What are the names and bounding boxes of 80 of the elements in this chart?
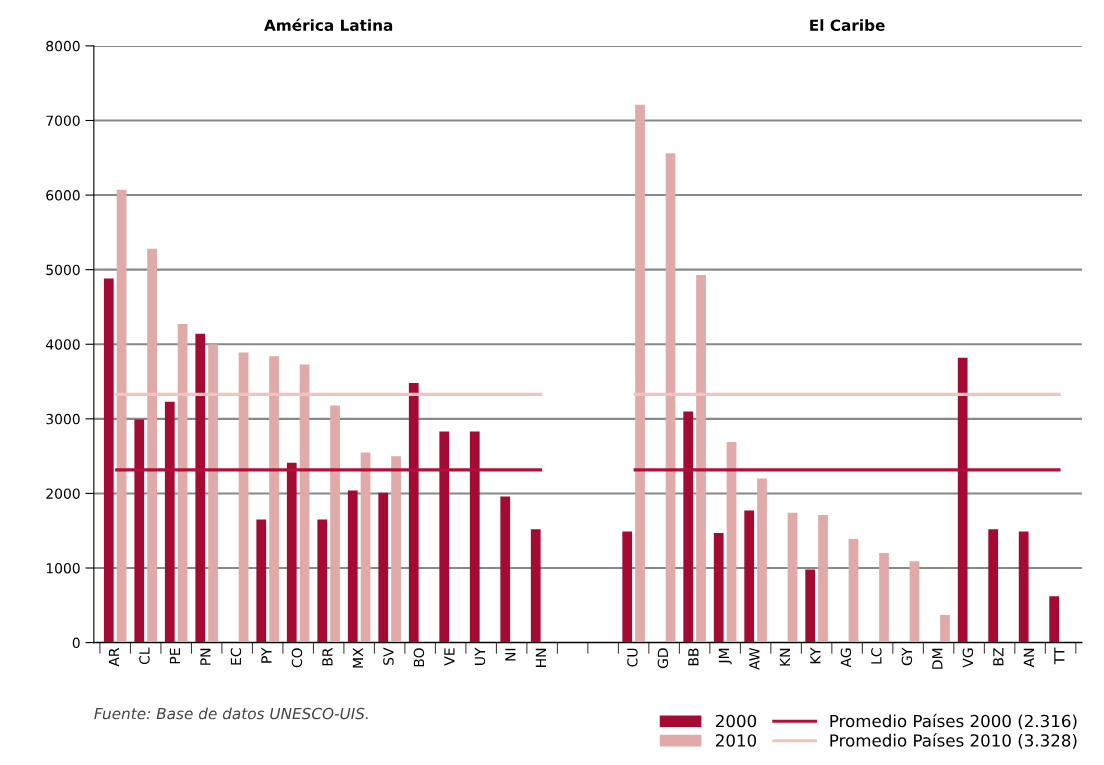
x-tick-label: BO: [413, 648, 425, 667]
x-tick-label: KY: [810, 647, 821, 664]
x-tick-label: AW: [749, 647, 760, 670]
bar: [940, 615, 950, 643]
x-tick-label: DM: [932, 648, 943, 669]
legend-label: Promedio Países 2000 (2.316): [830, 713, 1077, 730]
y-tick-label: 5000: [46, 264, 80, 276]
bar: [1018, 531, 1029, 643]
bar: [147, 248, 157, 643]
y-tick-label: 8000: [46, 40, 80, 52]
bar: [360, 452, 371, 643]
bar: [317, 519, 328, 643]
bar: [116, 189, 127, 643]
x-tick-label: GY: [901, 647, 913, 666]
x-tick-label: AN: [1023, 648, 1034, 668]
bar: [378, 492, 389, 643]
y-tick-label: 4000: [45, 339, 80, 350]
bar: [1049, 596, 1060, 643]
bar: [238, 352, 249, 643]
x-tick-label: AR: [108, 647, 120, 667]
bar: [818, 515, 828, 643]
x-tick-label: KN: [779, 648, 790, 666]
bar: [665, 153, 676, 643]
bar: [713, 532, 724, 643]
x-tick-label: NI: [505, 648, 516, 661]
bar: [208, 344, 218, 643]
y-tick-label: 1000: [46, 562, 80, 574]
x-tick-label: SV: [383, 647, 394, 665]
x-tick-label: BB: [688, 648, 699, 666]
x-tick-label: CL: [139, 647, 150, 665]
x-tick-label: AG: [840, 648, 852, 668]
bar: [330, 405, 340, 643]
bar: [299, 364, 310, 643]
bar: [787, 512, 798, 643]
bar: [848, 538, 859, 643]
legend-label: 2010: [715, 734, 757, 747]
x-tick-label: MX: [352, 647, 363, 668]
y-tick-label: 7000: [46, 115, 80, 126]
x-tick-label: HN: [535, 648, 546, 667]
y-tick-label: 3000: [46, 413, 80, 425]
x-tick-label: BZ: [993, 648, 1004, 666]
legend-label: Promedio Países 2010 (3.328): [830, 733, 1077, 749]
x-tick-label: CO: [291, 648, 303, 668]
x-tick-label: JM: [718, 648, 732, 665]
y-tick-label: 2000: [46, 488, 80, 499]
bar: [988, 529, 999, 643]
x-tick-label: TT: [1054, 647, 1065, 665]
bar: [696, 274, 706, 643]
text: El Caribe: [810, 19, 885, 32]
bar: [757, 478, 767, 643]
bar: [177, 324, 188, 643]
bar: [744, 510, 755, 643]
x-tick-label: EC: [230, 648, 242, 665]
x-tick-label: GD: [657, 648, 669, 669]
x-tick-label: LC: [871, 648, 882, 664]
bar: [879, 553, 889, 643]
x-tick-label: CU: [627, 648, 638, 667]
bar: [805, 569, 816, 643]
y-tick-label: 6000: [46, 190, 80, 201]
x-tick-label: UY: [474, 647, 486, 665]
bar: [256, 519, 267, 643]
bar: [391, 456, 401, 643]
x-tick-label: VG: [962, 648, 974, 668]
legend-label: 2000: [715, 714, 757, 728]
bar: [530, 529, 541, 643]
x-tick-label: PE: [169, 648, 181, 664]
bar: [269, 356, 279, 643]
bar: [635, 104, 645, 643]
bar: [622, 531, 633, 643]
source-note: Fuente: Base de datos UNESCO-UIS.: [94, 707, 368, 720]
bar: [500, 496, 511, 643]
x-tick-label: BR: [322, 647, 333, 666]
x-tick-label: PN: [200, 648, 211, 665]
y-tick-label: 0: [72, 637, 80, 649]
bar: [909, 561, 920, 643]
x-tick-label: PY: [261, 647, 272, 663]
x-tick-label: VE: [444, 648, 455, 666]
bar: [726, 441, 737, 643]
text: América Latina: [264, 18, 393, 32]
bar: [347, 490, 358, 643]
